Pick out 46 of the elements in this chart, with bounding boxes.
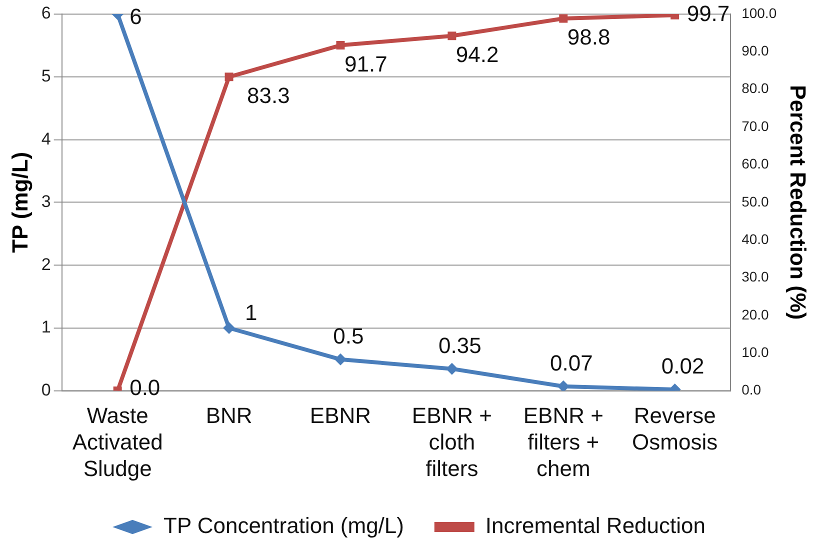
y2-axis-title: Percent Reduction (%) xyxy=(786,85,811,320)
y2-tick-label: 50.0 xyxy=(742,193,770,210)
y-tick-label: 2 xyxy=(41,254,51,274)
legend-label: TP Concentration (mg/L) xyxy=(164,513,404,538)
x-tick-label: EBNR + filters + chem xyxy=(523,403,604,481)
point xyxy=(559,14,568,23)
legend-label: Incremental Reduction xyxy=(485,513,706,538)
point xyxy=(334,353,346,366)
x-tick-label: EBNR xyxy=(310,403,372,428)
y2-tick-label: 60.0 xyxy=(742,156,770,172)
y-axis-title: TP (mg/L) xyxy=(7,152,32,253)
y2-tick-label: 0.0 xyxy=(742,382,762,398)
y-tick-label: 1 xyxy=(41,318,51,337)
data-label: 94.2 xyxy=(456,42,499,67)
y2-tick-label: 10.0 xyxy=(742,344,770,360)
y2-tick-label: 20.0 xyxy=(742,306,770,322)
data-label: 6 xyxy=(130,4,142,30)
y-tick-label: 5 xyxy=(41,66,51,86)
data-label: 99.7 xyxy=(686,1,730,26)
point xyxy=(448,32,456,40)
data-label: 0.07 xyxy=(550,350,593,376)
y-tick-label: 4 xyxy=(41,129,51,148)
x-tick-label: Waste Activated Sludge xyxy=(72,403,163,481)
data-label: 0.0 xyxy=(130,374,160,400)
data-label: 0.02 xyxy=(661,354,704,379)
data-label: 83.3 xyxy=(247,82,290,108)
x-tick-label: Reverse Osmosis xyxy=(632,403,718,454)
data-label: 98.8 xyxy=(567,24,610,50)
x-tick-label: EBNR + cloth filters xyxy=(412,403,492,481)
y2-tick-label: 90.0 xyxy=(742,42,770,59)
y2-tick-label: 80.0 xyxy=(742,80,770,96)
y2-tick-label: 70.0 xyxy=(742,118,770,134)
y2-tick-label: 30.0 xyxy=(742,268,770,285)
y-tick-label: 3 xyxy=(41,192,51,212)
y2-tick-label: 100.0 xyxy=(742,4,777,21)
data-label: 0.35 xyxy=(438,332,482,358)
y2-tick-label: 40.0 xyxy=(742,230,770,247)
point xyxy=(224,72,234,82)
y-tick-label: 6 xyxy=(41,4,51,23)
data-label: 1 xyxy=(245,300,258,326)
point xyxy=(336,41,345,50)
point xyxy=(223,322,236,334)
data-label: 91.7 xyxy=(344,51,388,76)
x-tick-label: BNR xyxy=(206,403,252,428)
y-tick-label: 0 xyxy=(41,380,51,400)
data-label: 0.5 xyxy=(333,323,364,348)
